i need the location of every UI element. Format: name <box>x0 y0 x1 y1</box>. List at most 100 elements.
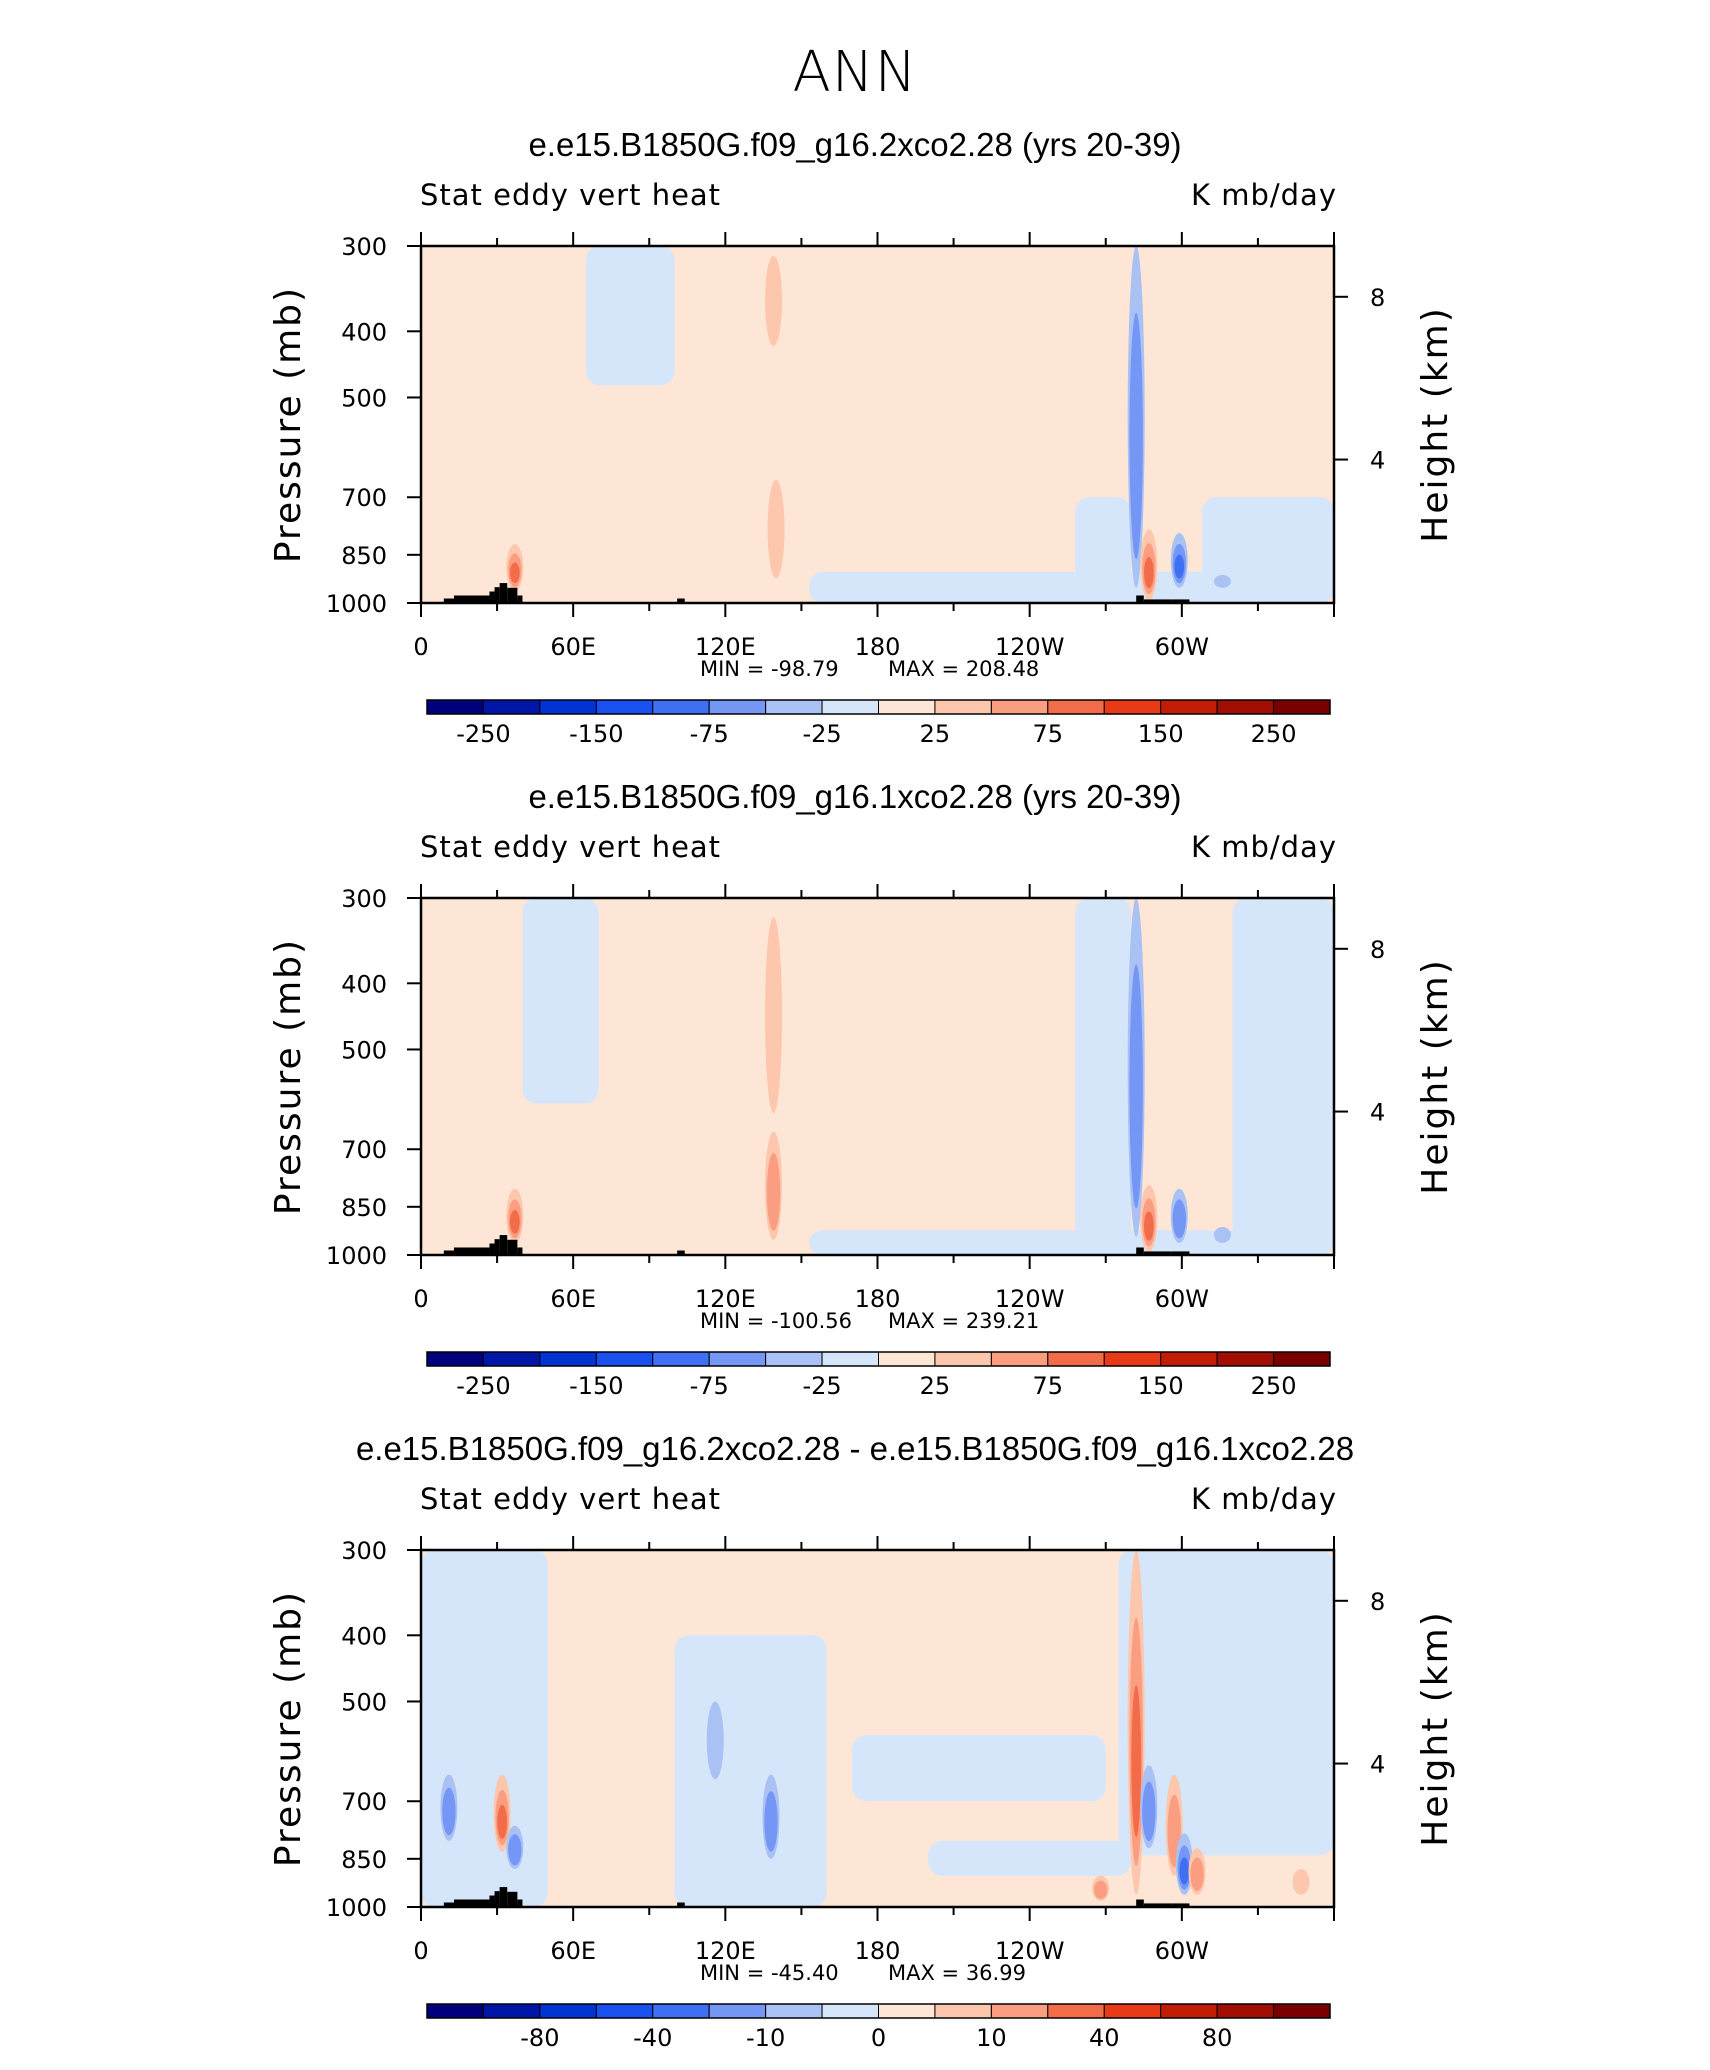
contour-blob <box>509 1210 520 1234</box>
contour-blob <box>1172 1199 1186 1239</box>
y-tick-label: 700 <box>341 484 387 512</box>
panel-title: e.e15.B1850G.f09_g16.2xco2.28 (yrs 20-39… <box>528 126 1182 163</box>
negative-region <box>1075 898 1132 1255</box>
colorbar-label: 150 <box>1138 720 1184 748</box>
topography <box>494 1891 500 1907</box>
plot-area <box>421 1550 1334 1907</box>
colorbar-swatch <box>1160 1351 1218 1367</box>
colorbar-swatch <box>878 699 936 715</box>
contour-blob <box>706 1701 724 1780</box>
y-tick-label: 500 <box>341 384 387 412</box>
colorbar-swatch <box>708 699 767 715</box>
min-value-label: MIN = -100.56 <box>700 1309 852 1333</box>
x-tick-label: 0 <box>413 1937 428 1965</box>
y-tick-label: 850 <box>341 1846 387 1874</box>
negative-region <box>522 898 599 1104</box>
colorbar-swatch <box>595 699 654 715</box>
colorbar-swatch <box>765 2003 823 2019</box>
colorbar-swatch <box>482 1351 541 1367</box>
units-label: K mb/day <box>1190 178 1337 212</box>
contour-blob <box>1142 1781 1156 1842</box>
x-tick-label: 60E <box>550 633 596 661</box>
topography <box>443 598 454 603</box>
variable-label: Stat eddy vert heat <box>420 1482 722 1516</box>
negative-region <box>809 1230 1334 1255</box>
colorbar-label: -25 <box>802 1372 841 1400</box>
x-tick-label: 120W <box>995 1937 1065 1965</box>
topography <box>1171 599 1190 603</box>
colorbar-swatch <box>1160 699 1218 715</box>
topography <box>443 1250 454 1255</box>
colorbar-swatch <box>1103 1351 1162 1367</box>
contour-blob <box>497 1804 508 1839</box>
topography <box>489 591 495 603</box>
colorbar-label: -40 <box>633 2024 672 2052</box>
colorbar-label: 75 <box>1033 720 1064 748</box>
colorbar-label: 150 <box>1138 1372 1184 1400</box>
x-tick-label: 180 <box>855 1937 901 1965</box>
negative-region <box>852 1735 1106 1802</box>
contour-blob <box>765 917 783 1114</box>
main-title: ANN <box>792 40 918 105</box>
topography <box>499 583 508 603</box>
contour-blob <box>766 1152 781 1231</box>
y2-tick-label: 4 <box>1370 1751 1385 1779</box>
variable-label: Stat eddy vert heat <box>420 830 722 864</box>
colorbar-swatch <box>765 1351 823 1367</box>
x-tick-label: 0 <box>413 1285 428 1313</box>
y-axis-title: Pressure (mb) <box>268 938 309 1215</box>
colorbar-swatch <box>1216 699 1275 715</box>
colorbar-label: 25 <box>920 720 951 748</box>
negative-region <box>1232 898 1334 1255</box>
colorbar-label: -10 <box>746 2024 785 2052</box>
colorbar-label: -75 <box>690 720 729 748</box>
topography <box>1171 1251 1190 1255</box>
colorbar-swatch <box>1047 699 1105 715</box>
contour-blob <box>1129 964 1143 1209</box>
colorbar-swatch <box>934 2003 992 2019</box>
topography <box>677 1250 685 1255</box>
colorbar-swatch <box>652 1351 710 1367</box>
colorbar-frame <box>426 2003 1331 2019</box>
topography <box>453 595 490 603</box>
colorbar-label: 25 <box>920 1372 951 1400</box>
colorbar-swatch <box>990 2003 1049 2019</box>
units-label: K mb/day <box>1190 830 1337 864</box>
x-tick-label: 120W <box>995 1285 1065 1313</box>
max-value-label: MAX = 239.21 <box>888 1309 1039 1333</box>
topography <box>507 1891 518 1907</box>
contour-blob <box>1093 1880 1108 1899</box>
topography <box>489 1895 495 1907</box>
topography <box>494 1239 500 1255</box>
x-tick-label: 180 <box>855 633 901 661</box>
y2-tick-label: 4 <box>1370 447 1385 475</box>
negative-region <box>1075 497 1132 603</box>
topography <box>489 1243 495 1255</box>
y2-tick-label: 8 <box>1370 936 1385 964</box>
colorbar-swatch <box>1273 2003 1331 2019</box>
topography <box>1136 595 1144 603</box>
negative-region <box>674 1635 827 1907</box>
panel-1xco2: e.e15.B1850G.f09_g16.1xco2.28 (yrs 20-39… <box>0 778 1710 1418</box>
topography <box>453 1899 490 1907</box>
y-tick-label: 300 <box>341 1537 387 1565</box>
negative-region <box>1202 497 1334 603</box>
max-value-label: MAX = 208.48 <box>888 657 1039 681</box>
colorbar-frame <box>426 1351 1331 1367</box>
colorbar-swatch <box>878 2003 936 2019</box>
colorbar-label: -80 <box>520 2024 559 2052</box>
contour-blob <box>1131 1685 1142 1837</box>
contour-blob <box>767 479 785 579</box>
colorbar-swatch <box>1273 699 1331 715</box>
min-value-label: MIN = -98.79 <box>700 657 839 681</box>
topography <box>507 1239 518 1255</box>
y-axis-title: Pressure (mb) <box>268 1590 309 1867</box>
y-tick-label: 1000 <box>326 1894 387 1922</box>
contour-blob <box>1144 557 1154 589</box>
x-tick-label: 120E <box>695 1285 756 1313</box>
y-tick-label: 700 <box>341 1136 387 1164</box>
y-tick-label: 850 <box>341 542 387 570</box>
colorbar-swatch <box>821 699 879 715</box>
x-tick-label: 60W <box>1155 633 1209 661</box>
topography <box>1171 1903 1190 1907</box>
